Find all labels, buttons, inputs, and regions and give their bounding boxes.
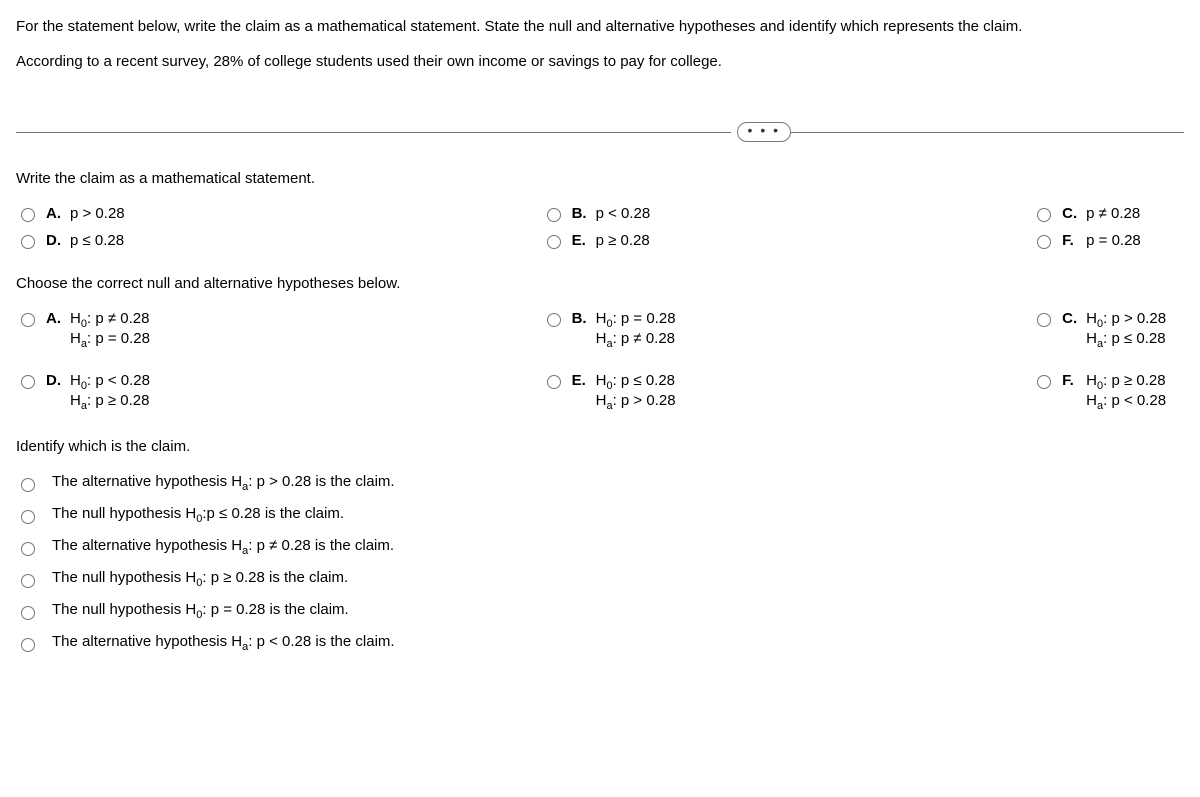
q2-option-a[interactable]: A. H0: p ≠ 0.28 Ha: p = 0.28 [16,310,542,350]
q1-prompt: Write the claim as a mathematical statem… [16,170,1184,187]
q2-radio-d[interactable] [21,375,35,389]
separator-pill: • • • [737,122,791,142]
q2-option-f[interactable]: F. H0: p ≥ 0.28 Ha: p < 0.28 [1032,372,1184,412]
q1-option-d[interactable]: D.p ≤ 0.28 [16,232,542,249]
q3-option-5[interactable]: The alternative hypothesis Ha: p < 0.28 … [16,633,1184,653]
q2-radio-f[interactable] [1037,375,1051,389]
q3-radio-0[interactable] [21,478,35,492]
q3-radio-1[interactable] [21,510,35,524]
q3-radio-5[interactable] [21,638,35,652]
q3-radio-2[interactable] [21,542,35,556]
q2-option-d[interactable]: D. H0: p < 0.28 Ha: p ≥ 0.28 [16,372,542,412]
q2-radio-a[interactable] [21,313,35,327]
q2-radio-e[interactable] [547,375,561,389]
q3-option-1[interactable]: The null hypothesis H0:p ≤ 0.28 is the c… [16,505,1184,525]
q1-option-a[interactable]: A.p > 0.28 [16,205,542,222]
q2-option-e[interactable]: E. H0: p ≤ 0.28 Ha: p > 0.28 [542,372,1033,412]
q1-radio-f[interactable] [1037,235,1051,249]
separator: • • • [16,122,1184,142]
q1-option-f[interactable]: F.p = 0.28 [1032,232,1184,249]
q2-radio-b[interactable] [547,313,561,327]
q1-option-e[interactable]: E.p ≥ 0.28 [542,232,1033,249]
q1-radio-a[interactable] [21,208,35,222]
separator-line [16,132,731,133]
q3-option-3[interactable]: The null hypothesis H0: p ≥ 0.28 is the … [16,569,1184,589]
q1-option-b[interactable]: B.p < 0.28 [542,205,1033,222]
q3-radio-4[interactable] [21,606,35,620]
instructions: For the statement below, write the claim… [16,16,1184,72]
q1-radio-e[interactable] [547,235,561,249]
q3-options: The alternative hypothesis Ha: p > 0.28 … [16,473,1184,653]
q3-prompt: Identify which is the claim. [16,438,1184,455]
q1-options: A.p > 0.28 B.p < 0.28 C.p ≠ 0.28 D.p ≤ 0… [16,205,1184,249]
q2-radio-c[interactable] [1037,313,1051,327]
q3-option-4[interactable]: The null hypothesis H0: p = 0.28 is the … [16,601,1184,621]
q1-option-c[interactable]: C.p ≠ 0.28 [1032,205,1184,222]
q1-radio-d[interactable] [21,235,35,249]
q3-option-2[interactable]: The alternative hypothesis Ha: p ≠ 0.28 … [16,537,1184,557]
q1-radio-b[interactable] [547,208,561,222]
q1-radio-c[interactable] [1037,208,1051,222]
q3-radio-3[interactable] [21,574,35,588]
q2-option-b[interactable]: B. H0: p = 0.28 Ha: p ≠ 0.28 [542,310,1033,350]
q2-option-c[interactable]: C. H0: p > 0.28 Ha: p ≤ 0.28 [1032,310,1184,350]
instruction-line-1: For the statement below, write the claim… [16,16,1184,37]
q3-option-0[interactable]: The alternative hypothesis Ha: p > 0.28 … [16,473,1184,493]
instruction-line-2: According to a recent survey, 28% of col… [16,51,1184,72]
separator-line-right [791,132,1184,133]
q2-prompt: Choose the correct null and alternative … [16,275,1184,292]
q2-options: A. H0: p ≠ 0.28 Ha: p = 0.28 B. H0: p = … [16,310,1184,412]
